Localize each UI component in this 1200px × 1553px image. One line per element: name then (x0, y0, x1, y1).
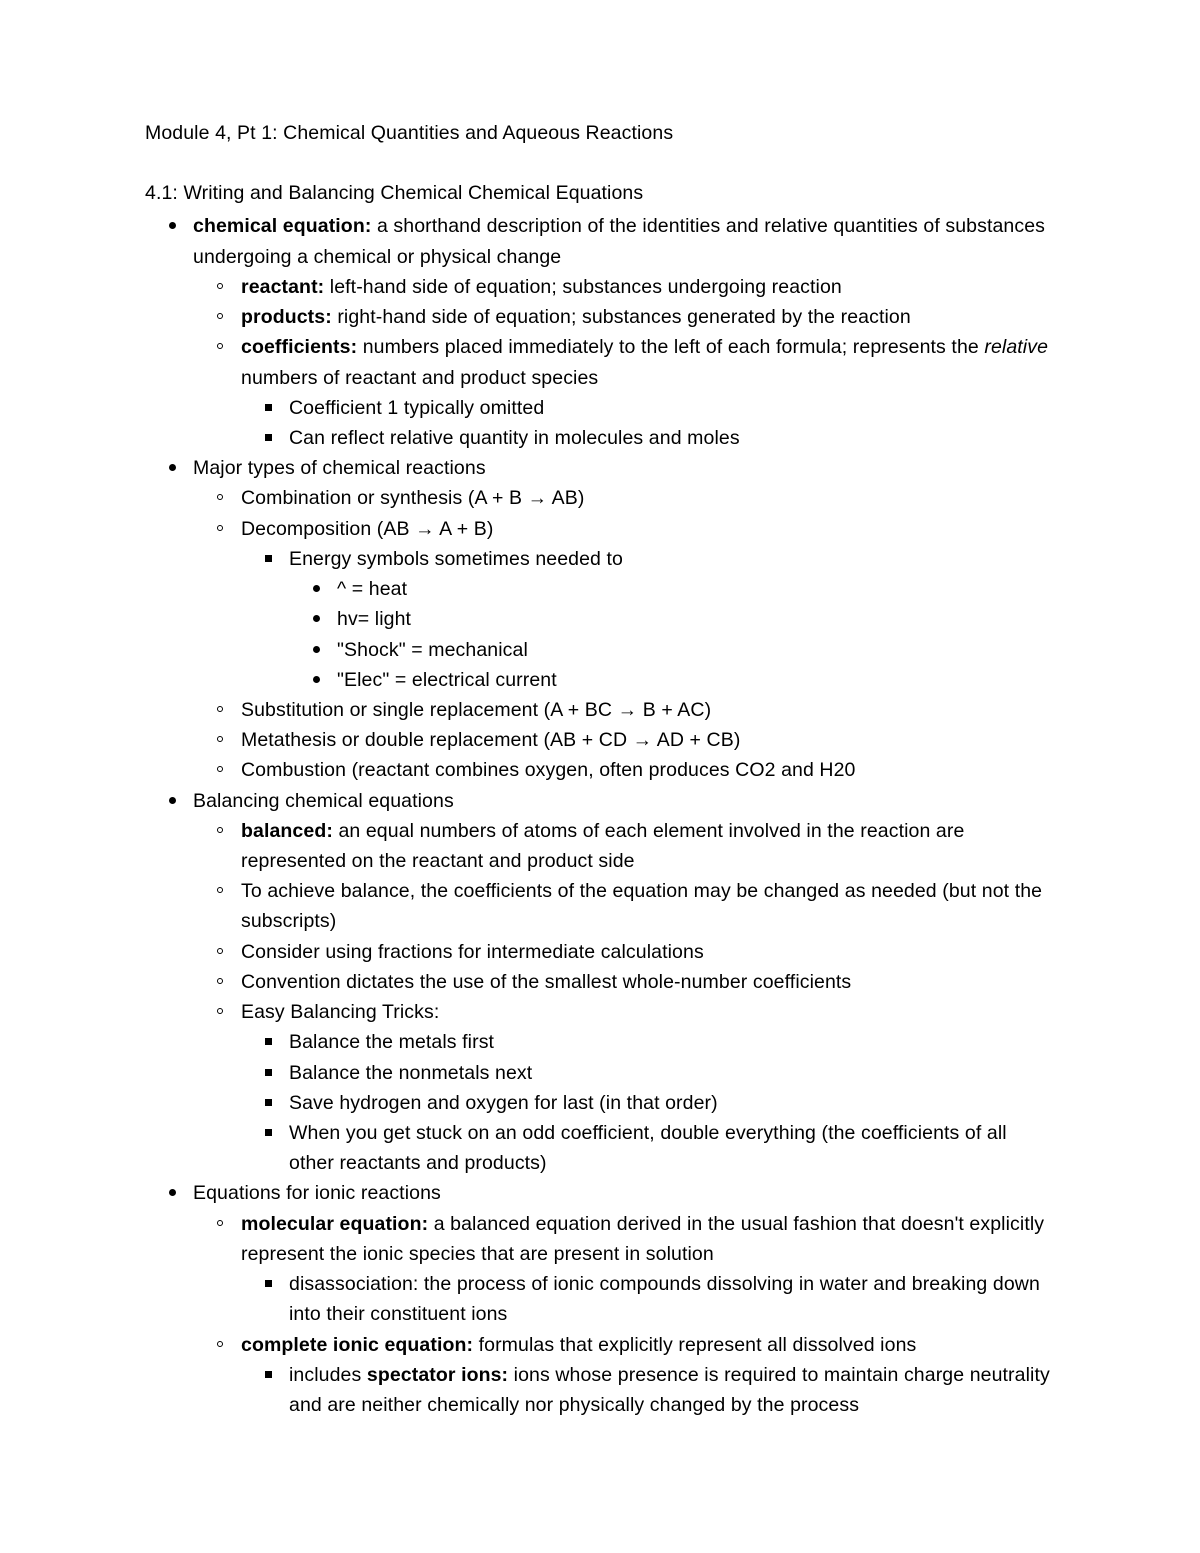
page-title: Module 4, Pt 1: Chemical Quantities and … (145, 118, 1055, 148)
def-products: right-hand side of equation; substances … (332, 306, 911, 328)
list-item: Easy Balancing Tricks: Balance the metal… (193, 997, 1055, 1178)
list-item: When you get stuck on an odd coefficient… (241, 1118, 1055, 1178)
term-reactant: reactant: (241, 276, 324, 298)
outline-level-3: Coefficient 1 typically omitted Can refl… (241, 393, 1055, 453)
list-item: Consider using fractions for intermediat… (193, 937, 1055, 967)
list-item: balanced: an equal numbers of atoms of e… (193, 816, 1055, 876)
outline-level-3: Balance the metals first Balance the non… (241, 1027, 1055, 1178)
outline-level-2: molecular equation: a balanced equation … (193, 1209, 1055, 1421)
list-item: coefficients: numbers placed immediately… (193, 332, 1055, 453)
outline-level-2: Combination or synthesis (A + B → AB) De… (193, 483, 1055, 785)
def-coefficients-a: numbers placed immediately to the left o… (357, 336, 984, 358)
term-spectator-ions: spectator ions: (367, 1364, 508, 1386)
list-item: complete ionic equation: formulas that e… (193, 1330, 1055, 1421)
section-heading: 4.1: Writing and Balancing Chemical Chem… (145, 178, 1055, 208)
text-major-types: Major types of chemical reactions (193, 457, 486, 479)
list-item: Balance the metals first (241, 1027, 1055, 1057)
list-item: Combustion (reactant combines oxygen, of… (193, 755, 1055, 785)
list-item: chemical equation: a shorthand descripti… (145, 211, 1055, 453)
list-item: Can reflect relative quantity in molecul… (241, 423, 1055, 453)
def-balanced: an equal numbers of atoms of each elemen… (241, 820, 964, 872)
list-item: disassociation: the process of ionic com… (241, 1269, 1055, 1329)
list-item: Metathesis or double replacement (AB + C… (193, 725, 1055, 755)
def-coefficients-italic: relative (984, 336, 1048, 358)
outline-level-3: includes spectator ions: ions whose pres… (241, 1360, 1055, 1420)
text-tricks: Easy Balancing Tricks: (241, 1001, 439, 1023)
term-coefficients: coefficients: (241, 336, 357, 358)
term-products: products: (241, 306, 332, 328)
text-spectator-a: includes (289, 1364, 367, 1386)
def-complete-ionic-equation: formulas that explicitly represent all d… (473, 1334, 916, 1356)
text-energy-symbols: Energy symbols sometimes needed to (289, 548, 623, 570)
list-item: Save hydrogen and oxygen for last (in th… (241, 1088, 1055, 1118)
def-coefficients-b: numbers of reactant and product species (241, 367, 598, 389)
text-balancing: Balancing chemical equations (193, 790, 454, 812)
def-reactant: left-hand side of equation; substances u… (324, 276, 842, 298)
list-item: "Elec" = electrical current (289, 665, 1055, 695)
list-item: Decomposition (AB → A + B) Energy symbol… (193, 514, 1055, 695)
term-complete-ionic-equation: complete ionic equation: (241, 1334, 473, 1356)
list-item: "Shock" = mechanical (289, 635, 1055, 665)
list-item: To achieve balance, the coefficients of … (193, 876, 1055, 936)
term-chemical-equation: chemical equation: (193, 215, 371, 237)
term-balanced: balanced: (241, 820, 333, 842)
list-item: Energy symbols sometimes needed to ^ = h… (241, 544, 1055, 695)
list-item: Balance the nonmetals next (241, 1058, 1055, 1088)
outline-level-3: Energy symbols sometimes needed to ^ = h… (241, 544, 1055, 695)
list-item: Equations for ionic reactions molecular … (145, 1178, 1055, 1420)
text-decomposition: Decomposition (AB → A + B) (241, 518, 493, 540)
list-item: Substitution or single replacement (A + … (193, 695, 1055, 725)
list-item: Balancing chemical equations balanced: a… (145, 786, 1055, 1179)
document-page: Module 4, Pt 1: Chemical Quantities and … (0, 0, 1200, 1553)
outline-level-2: reactant: left-hand side of equation; su… (193, 272, 1055, 453)
list-item: ^ = heat (289, 574, 1055, 604)
list-item: hv= light (289, 604, 1055, 634)
list-item: products: right-hand side of equation; s… (193, 302, 1055, 332)
list-item: includes spectator ions: ions whose pres… (241, 1360, 1055, 1420)
outline-level-3: disassociation: the process of ionic com… (241, 1269, 1055, 1329)
text-ionic-equations: Equations for ionic reactions (193, 1182, 441, 1204)
list-item: Combination or synthesis (A + B → AB) (193, 483, 1055, 513)
list-item: Major types of chemical reactions Combin… (145, 453, 1055, 785)
outline-level-1: chemical equation: a shorthand descripti… (145, 211, 1055, 1420)
list-item: Convention dictates the use of the small… (193, 967, 1055, 997)
list-item: Coefficient 1 typically omitted (241, 393, 1055, 423)
list-item: reactant: left-hand side of equation; su… (193, 272, 1055, 302)
list-item: molecular equation: a balanced equation … (193, 1209, 1055, 1330)
outline-level-4: ^ = heat hv= light "Shock" = mechanical … (289, 574, 1055, 695)
outline-level-2: balanced: an equal numbers of atoms of e… (193, 816, 1055, 1179)
term-molecular-equation: molecular equation: (241, 1213, 428, 1235)
